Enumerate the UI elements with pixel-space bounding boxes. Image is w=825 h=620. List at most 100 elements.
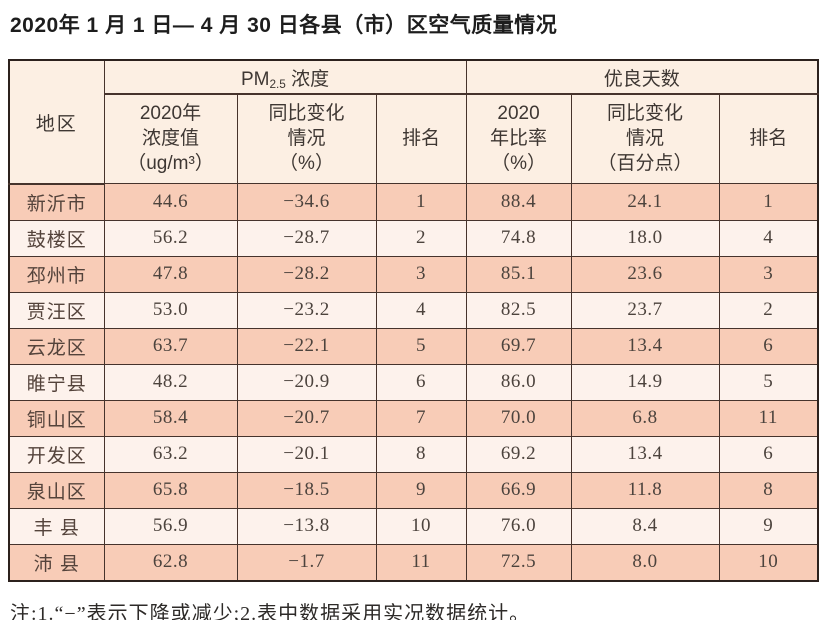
footnote: 注:1.“−”表示下降或减少;2.表中数据采用实况数据统计。	[10, 602, 531, 620]
header-good-rate: 2020 年比率 （%）	[465, 93, 572, 185]
cell-pm-change: −22.1	[236, 327, 377, 365]
header-pm-change: 同比变化 情况 （%）	[236, 93, 377, 185]
cell-region: 云龙区	[8, 327, 105, 365]
cell-region: 铜山区	[8, 399, 105, 437]
table-header: 地区 PM2.5 浓度 优良天数 2020年 浓度值 （ug/m³） 同比变化 …	[8, 59, 819, 185]
cell-pm-rank: 5	[375, 327, 467, 365]
table-row: 沛 县 62.8 −1.7 11 72.5 8.0 10	[8, 543, 819, 582]
cell-pm-rank: 11	[375, 543, 467, 582]
cell-good-change: 8.0	[570, 543, 720, 582]
cell-region: 泉山区	[8, 471, 105, 509]
cell-good-rate: 76.0	[465, 507, 572, 545]
cell-region: 睢宁县	[8, 363, 105, 401]
header-good-change: 同比变化 情况 （百分点）	[570, 93, 720, 185]
cell-good-change: 23.6	[570, 255, 720, 293]
cell-pm-change: −20.7	[236, 399, 377, 437]
cell-pm-change: −34.6	[236, 183, 377, 221]
pm-label: PM	[240, 68, 270, 90]
cell-pm-value: 58.4	[103, 399, 238, 437]
cell-good-rate: 66.9	[465, 471, 572, 509]
cell-pm-change: −23.2	[236, 291, 377, 329]
cell-pm-rank: 7	[375, 399, 467, 437]
header-pm-rank: 排名	[375, 93, 467, 185]
cell-good-change: 8.4	[570, 507, 720, 545]
cell-good-change: 13.4	[570, 435, 720, 473]
cell-region: 丰 县	[8, 507, 105, 545]
cell-good-rate: 69.7	[465, 327, 572, 365]
header-good-rank: 排名	[718, 93, 819, 185]
cell-pm-change: −28.7	[236, 219, 377, 257]
cell-pm-change: −18.5	[236, 471, 377, 509]
cell-pm-value: 44.6	[103, 183, 238, 221]
header-pm-value: 2020年 浓度值 （ug/m³）	[103, 93, 238, 185]
cell-good-rank: 2	[718, 291, 819, 329]
cell-good-change: 24.1	[570, 183, 720, 221]
header-region: 地区	[8, 59, 105, 185]
table-row: 新沂市 44.6 −34.6 1 88.4 24.1 1	[8, 183, 819, 221]
cell-pm-rank: 3	[375, 255, 467, 293]
table-row: 鼓楼区 56.2 −28.7 2 74.8 18.0 4	[8, 219, 819, 257]
table-row: 丰 县 56.9 −13.8 10 76.0 8.4 9	[8, 507, 819, 545]
cell-good-rank: 5	[718, 363, 819, 401]
pm-suffix: 浓度	[285, 68, 330, 90]
cell-good-rank: 11	[718, 399, 819, 437]
pm-subscript: 2.5	[269, 77, 286, 91]
cell-good-rank: 1	[718, 183, 819, 221]
cell-pm-value: 48.2	[103, 363, 238, 401]
cell-good-rate: 70.0	[465, 399, 572, 437]
table-row: 贾汪区 53.0 −23.2 4 82.5 23.7 2	[8, 291, 819, 329]
cell-region: 沛 县	[8, 543, 105, 582]
table-row: 邳州市 47.8 −28.2 3 85.1 23.6 3	[8, 255, 819, 293]
cell-good-change: 18.0	[570, 219, 720, 257]
cell-region: 邳州市	[8, 255, 105, 293]
cell-pm-rank: 1	[375, 183, 467, 221]
cell-good-change: 23.7	[570, 291, 720, 329]
cell-good-rank: 4	[718, 219, 819, 257]
cell-pm-value: 53.0	[103, 291, 238, 329]
air-quality-table: 地区 PM2.5 浓度 优良天数 2020年 浓度值 （ug/m³） 同比变化 …	[8, 59, 820, 582]
cell-pm-rank: 6	[375, 363, 467, 401]
cell-pm-value: 62.8	[103, 543, 238, 582]
cell-good-rank: 3	[718, 255, 819, 293]
table-row: 铜山区 58.4 −20.7 7 70.0 6.8 11	[8, 399, 819, 437]
table-body: 新沂市 44.6 −34.6 1 88.4 24.1 1 鼓楼区 56.2 −2…	[8, 183, 819, 582]
cell-good-rate: 72.5	[465, 543, 572, 582]
cell-pm-value: 47.8	[103, 255, 238, 293]
cell-good-change: 11.8	[570, 471, 720, 509]
cell-good-rate: 74.8	[465, 219, 572, 257]
cell-pm-value: 56.9	[103, 507, 238, 545]
cell-pm-change: −20.1	[236, 435, 377, 473]
cell-region: 鼓楼区	[8, 219, 105, 257]
cell-pm-value: 65.8	[103, 471, 238, 509]
cell-good-rank: 6	[718, 327, 819, 365]
table-row: 泉山区 65.8 −18.5 9 66.9 11.8 8	[8, 471, 819, 509]
cell-pm-change: −28.2	[236, 255, 377, 293]
header-group-pm25: PM2.5 浓度	[103, 59, 467, 96]
cell-pm-change: −13.8	[236, 507, 377, 545]
cell-good-rate: 69.2	[465, 435, 572, 473]
page-title: 2020年 1 月 1 日— 4 月 30 日各县（市）区空气质量情况	[10, 14, 558, 37]
cell-good-change: 6.8	[570, 399, 720, 437]
cell-pm-rank: 10	[375, 507, 467, 545]
cell-pm-rank: 9	[375, 471, 467, 509]
table-row: 云龙区 63.7 −22.1 5 69.7 13.4 6	[8, 327, 819, 365]
header-sub-row: 2020年 浓度值 （ug/m³） 同比变化 情况 （%） 排名 2020 年比…	[9, 93, 819, 185]
cell-good-rate: 85.1	[465, 255, 572, 293]
cell-pm-rank: 4	[375, 291, 467, 329]
table-row: 睢宁县 48.2 −20.9 6 86.0 14.9 5	[8, 363, 819, 401]
cell-pm-change: −20.9	[236, 363, 377, 401]
cell-good-rank: 6	[718, 435, 819, 473]
cell-region: 开发区	[8, 435, 105, 473]
cell-pm-value: 56.2	[103, 219, 238, 257]
cell-region: 新沂市	[8, 183, 105, 221]
table-row: 开发区 63.2 −20.1 8 69.2 13.4 6	[8, 435, 819, 473]
cell-pm-value: 63.2	[103, 435, 238, 473]
header-group-row: 地区 PM2.5 浓度 优良天数	[8, 59, 819, 185]
cell-good-rate: 88.4	[465, 183, 572, 221]
header-group-good-days: 优良天数	[465, 59, 819, 96]
cell-region: 贾汪区	[8, 291, 105, 329]
cell-pm-rank: 2	[375, 219, 467, 257]
cell-good-change: 14.9	[570, 363, 720, 401]
cell-pm-rank: 8	[375, 435, 467, 473]
